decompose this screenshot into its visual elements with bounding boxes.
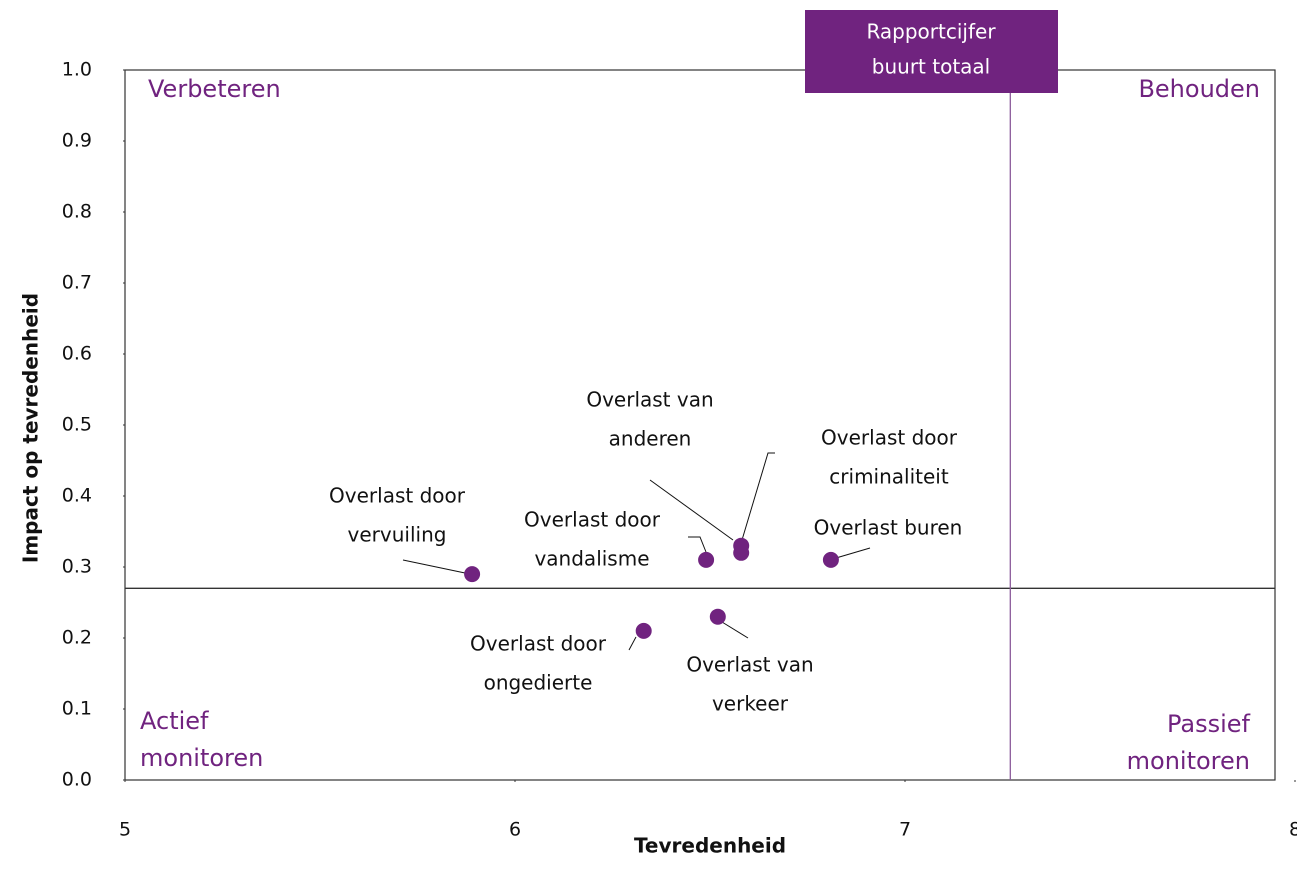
y-tick-label: 0.5 <box>62 414 92 436</box>
point-label: ongedierte <box>484 671 593 695</box>
point-label: vervuiling <box>348 523 447 547</box>
leader-line <box>688 536 707 553</box>
y-tick-label: 0.3 <box>62 556 92 578</box>
point <box>822 551 839 568</box>
quadrant-label: monitoren <box>140 744 263 772</box>
x-tick-label: 5 <box>119 819 131 841</box>
quadrant-label: Actief <box>140 707 209 735</box>
y-tick-label: 0.8 <box>62 201 92 223</box>
x-axis-title: Tevredenheid <box>634 834 786 858</box>
point <box>464 566 481 583</box>
point-label: Overlast buren <box>814 516 963 540</box>
point-label: Overlast door <box>524 508 661 532</box>
quadrant-label: Behouden <box>1138 75 1260 103</box>
x-tick-label: 7 <box>899 819 911 841</box>
reference-label: Rapportcijfer <box>866 20 996 44</box>
point-label: criminaliteit <box>829 465 949 489</box>
y-tick-label: 0.0 <box>62 769 92 791</box>
leader-line <box>649 479 734 541</box>
reference-label-box <box>805 10 1058 93</box>
quadrant-label: monitoren <box>1127 747 1250 775</box>
point-label: Overlast van <box>586 388 713 412</box>
y-tick-label: 1.0 <box>62 59 92 81</box>
y-tick-label: 0.1 <box>62 698 92 720</box>
y-axis-title: Impact op tevredenheid <box>19 293 43 563</box>
y-tick-label: 0.6 <box>62 343 92 365</box>
leader-line <box>741 452 775 541</box>
x-tick-label: 6 <box>509 819 521 841</box>
point-label: Overlast door <box>821 426 958 450</box>
point-label: Overlast van <box>686 653 813 677</box>
leader-line <box>721 621 749 639</box>
point-label: Overlast door <box>470 632 607 656</box>
reference-label: buurt totaal <box>872 55 990 79</box>
y-tick-label: 0.2 <box>62 627 92 649</box>
quadrant-label: Verbeteren <box>148 75 281 103</box>
point-label: Overlast door <box>329 484 466 508</box>
point <box>733 537 750 554</box>
y-tick-label: 0.9 <box>62 130 92 152</box>
point-label: verkeer <box>712 692 789 716</box>
point <box>635 622 652 639</box>
leader-line <box>628 636 637 651</box>
point-label: anderen <box>609 427 692 451</box>
point <box>709 608 726 625</box>
point <box>698 551 715 568</box>
point-label: vandalisme <box>534 547 649 571</box>
leader-line <box>402 559 466 574</box>
y-tick-label: 0.4 <box>62 485 92 507</box>
y-tick-label: 0.7 <box>62 272 92 294</box>
leader-line <box>835 547 871 559</box>
x-tick-label: 8 <box>1289 819 1297 841</box>
quadrant-label: Passief <box>1167 710 1251 738</box>
